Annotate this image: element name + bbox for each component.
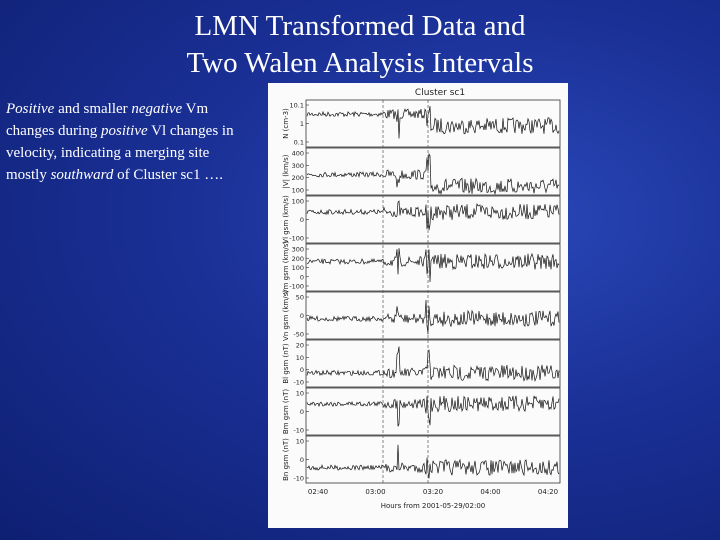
tick-label: 10: [296, 354, 304, 362]
text-run: velocity, indicating a merging site: [6, 145, 210, 161]
title-line: LMN Transformed Data and: [194, 10, 526, 42]
text-run: Positive: [6, 101, 55, 117]
panel-frame: [305, 147, 561, 196]
text-run: changes during: [6, 123, 101, 139]
tick-label: 100: [292, 187, 304, 195]
figure-background: [268, 83, 568, 528]
tick-label: 0: [300, 366, 304, 374]
text-run: Vl changes in: [147, 123, 234, 139]
text-run: mostly: [6, 167, 51, 183]
text-run: Vm: [182, 101, 209, 117]
trace: [306, 153, 560, 196]
text-run: negative: [131, 101, 183, 117]
trace: [306, 346, 560, 382]
panel-label: Bl gsm (nT): [282, 343, 290, 384]
text-run: and smaller: [54, 101, 132, 117]
body-line: Positive and smaller negative Vm: [6, 98, 268, 120]
tick-label: 0: [300, 456, 304, 464]
tick-label: -50: [293, 331, 304, 339]
text-run: southward: [50, 167, 114, 183]
tick-label: 100: [292, 264, 304, 272]
tick-label: 10: [296, 390, 304, 398]
trace: [306, 105, 560, 139]
tick-label: 10: [296, 438, 304, 446]
tick-label: 0: [300, 216, 304, 224]
tick-label: 200: [292, 255, 304, 263]
panel-label: Vm gsm (km/s): [282, 241, 290, 295]
panel-label: N (cm-3): [282, 108, 290, 139]
tick-label: 10.1: [290, 102, 304, 110]
body-line: mostly southward of Cluster sc1 ….: [6, 164, 268, 186]
body-line: changes during positive Vl changes in: [6, 120, 268, 142]
time-label: 04:00: [480, 488, 500, 496]
text-run: of Cluster sc1 ….: [113, 167, 223, 183]
trace: [306, 299, 560, 335]
tick-label: -10: [293, 379, 304, 387]
tick-label: 1: [300, 120, 304, 128]
time-label: 03:00: [365, 488, 385, 496]
trace: [306, 200, 560, 231]
trace: [306, 395, 560, 427]
tick-label: -100: [289, 283, 304, 291]
panel-label: |V| (km/s): [282, 154, 290, 188]
figure-title: Cluster sc1: [415, 88, 465, 98]
trace: [306, 248, 560, 283]
tick-label: 0: [300, 408, 304, 416]
trace: [306, 444, 560, 479]
time-label: 04:20: [538, 488, 558, 496]
body-text: Positive and smaller negative Vm changes …: [6, 98, 268, 186]
x-axis-label: Hours from 2001-05-29/02:00: [381, 502, 485, 510]
panel-frame: [305, 339, 561, 388]
tick-label: -10: [293, 475, 304, 483]
tick-label: -100: [289, 235, 304, 243]
tick-label: 300: [292, 246, 304, 254]
time-label: 03:20: [423, 488, 443, 496]
slide-title: LMN Transformed Data and Two Walen Analy…: [60, 8, 660, 82]
text-run: positive: [100, 123, 148, 139]
tick-label: 20: [296, 342, 304, 350]
title-line: Two Walen Analysis Intervals: [186, 47, 534, 79]
tick-label: 0.1: [294, 139, 304, 147]
panel-label: Vl gsm (km/s): [282, 195, 290, 244]
tick-label: 100: [292, 198, 304, 206]
time-label: 02:40: [308, 488, 328, 496]
tick-label: 0: [300, 312, 304, 320]
tick-label: 200: [292, 174, 304, 182]
panel-label: Bn gsm (nT): [282, 438, 290, 481]
tick-label: 400: [292, 150, 304, 158]
tick-label: 0: [300, 273, 304, 281]
tick-label: -10: [293, 427, 304, 435]
panel-label: Bm gsm (nT): [282, 389, 290, 434]
body-line: velocity, indicating a merging site: [6, 142, 268, 164]
figure: Cluster sc1 N (cm-3)10.110.1|V| (km/s)40…: [268, 83, 568, 528]
tick-label: 50: [296, 294, 304, 302]
tick-label: 300: [292, 162, 304, 170]
panel-label: Vn gsm (km/s): [282, 290, 290, 341]
